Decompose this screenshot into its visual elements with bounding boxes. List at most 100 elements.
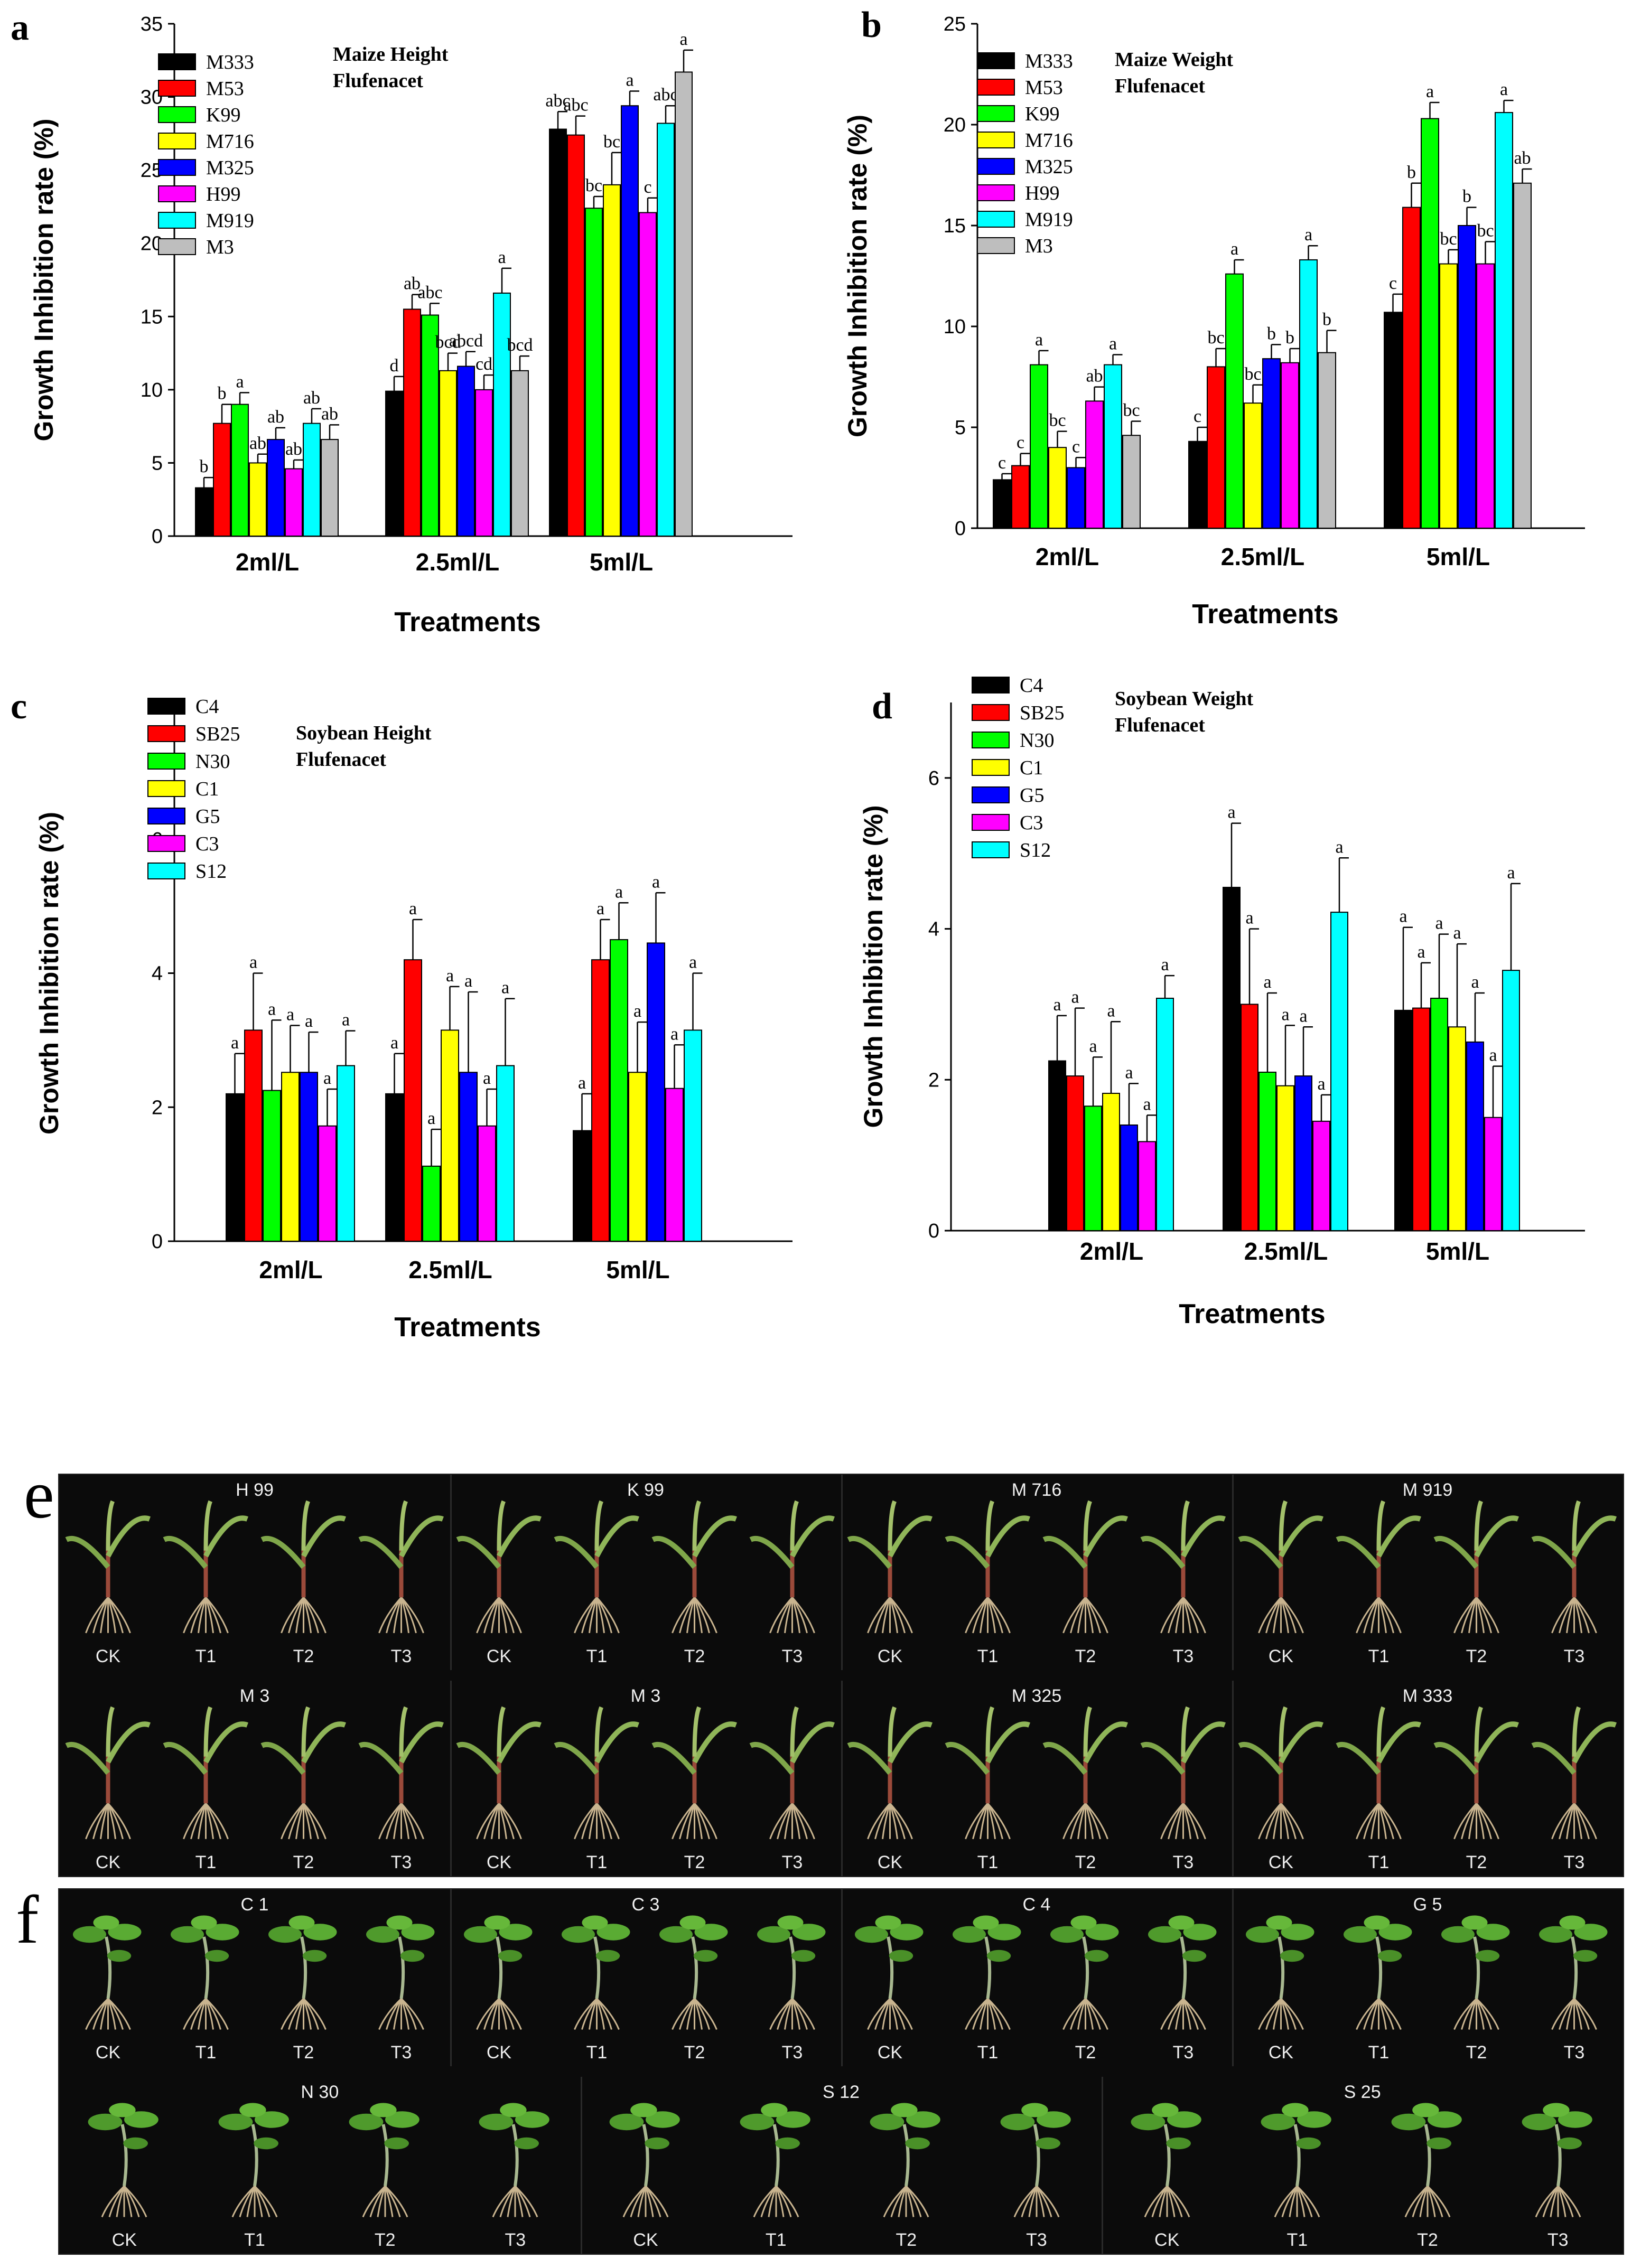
plant-specimen xyxy=(598,2101,693,2222)
plant-specimen xyxy=(551,1704,643,1844)
maize-seedling-icon xyxy=(554,1500,639,1634)
plant-specimen xyxy=(648,1704,741,1844)
soybean-seedling-icon xyxy=(1261,2103,1332,2218)
legend-swatch-M716 xyxy=(977,132,1015,148)
soybean-seedling-icon xyxy=(1539,1915,1608,2030)
soybean-seedling-icon xyxy=(366,1915,435,2030)
plant-specimen xyxy=(160,1498,252,1638)
plant-label: T3 xyxy=(390,1646,412,1666)
bar-N30-5ml/L xyxy=(610,939,628,1242)
significance-label: a xyxy=(498,248,506,267)
legend-swatch-K99 xyxy=(158,106,196,123)
significance-label: b xyxy=(1322,310,1331,330)
category-label: 2.5ml/L xyxy=(408,1256,492,1283)
plant-specimen xyxy=(453,1498,545,1638)
plant-label: T1 xyxy=(1286,2230,1308,2250)
photo-tile-title: M 3 xyxy=(630,1686,661,1706)
plant-specimen xyxy=(160,1704,252,1844)
bar-H99-2.5ml/L xyxy=(475,389,493,537)
legend-swatch-H99 xyxy=(158,185,196,202)
legend-swatch-C1 xyxy=(147,780,185,797)
significance-label: a xyxy=(1399,907,1407,926)
bar-S12-2ml/L xyxy=(1156,998,1174,1231)
legend-label-H99: H99 xyxy=(1025,182,1059,204)
significance-label: a xyxy=(1426,82,1434,101)
significance-label: b xyxy=(1267,324,1276,343)
bar-G5-2ml/L xyxy=(1120,1124,1138,1231)
significance-label: a xyxy=(670,1024,678,1044)
bar-M716-2.5ml/L xyxy=(1244,402,1262,529)
legend-swatch-G5 xyxy=(972,786,1010,803)
legend-label-M919: M919 xyxy=(206,210,254,232)
bar-M716-5ml/L xyxy=(1439,263,1458,529)
bar-C1-2ml/L xyxy=(281,1072,300,1242)
significance-label: abc xyxy=(653,85,678,105)
significance-label: b xyxy=(218,384,227,404)
bar-SB25-2.5ml/L xyxy=(1241,1004,1258,1232)
significance-label: a xyxy=(1263,972,1271,992)
significance-label: a xyxy=(409,899,417,919)
plant-label: T3 xyxy=(781,1646,803,1666)
plant-specimen xyxy=(338,2101,433,2222)
bar-H99-5ml/L xyxy=(639,212,657,537)
bar-M716-2ml/L xyxy=(249,462,267,537)
significance-label: bc xyxy=(585,176,602,195)
photo-tile-title: K 99 xyxy=(627,1480,664,1500)
bar-G5-5ml/L xyxy=(1466,1041,1484,1232)
bar-M716-2.5ml/L xyxy=(439,370,457,537)
soybean-seedling-icon xyxy=(1441,1915,1510,2030)
maize-seedling-icon xyxy=(1531,1500,1617,1634)
maize-seedling-icon xyxy=(945,1706,1030,1840)
significance-label: b xyxy=(1462,187,1471,207)
significance-label: c xyxy=(1072,437,1080,456)
photo-row: H 99 CK T1 T2 T3 K 99 CK T1 T2 T3 M 716 CK T1 T2 T3 M 9… xyxy=(59,1475,1623,1670)
soybean-seedling-icon xyxy=(609,2103,680,2218)
bar-M325-2ml/L xyxy=(1067,467,1085,529)
plant-label: T3 xyxy=(505,2230,526,2250)
photo-tile: C 4 CK T1 T2 T3 xyxy=(841,1889,1234,2066)
photo-row: C 1 CK T1 T2 T3 C 3 CK T1 T2 T3 C 4 CK T1 T2 T3 G 5 CK T1… xyxy=(59,1889,1623,2066)
plant-label: CK xyxy=(1154,2230,1180,2250)
plant-specimen xyxy=(1528,1704,1620,1844)
bar-M333-5ml/L xyxy=(1384,312,1402,529)
plant-specimen xyxy=(1250,2101,1345,2222)
legend-swatch-N30 xyxy=(147,753,185,770)
legend-swatch-S12 xyxy=(972,841,1010,858)
plant-specimen xyxy=(62,1704,154,1844)
plant-specimen xyxy=(844,1704,936,1844)
category-label: 2ml/L xyxy=(1036,543,1099,570)
plant-label: T1 xyxy=(195,1646,217,1666)
significance-label: a xyxy=(501,978,509,998)
significance-label: bc xyxy=(1207,328,1224,348)
legend-label-C1: C1 xyxy=(195,778,219,800)
soybean-seedling-icon xyxy=(73,1915,142,2030)
bar-M716-5ml/L xyxy=(603,184,621,537)
soybean-seedling-icon xyxy=(464,1915,533,2030)
chart-title-line: Flufenacet xyxy=(1115,714,1205,736)
plant-specimen xyxy=(1039,1913,1132,2035)
bar-C4-5ml/L xyxy=(573,1130,591,1242)
bar-M333-2.5ml/L xyxy=(1188,441,1207,529)
soybean-seedling-icon xyxy=(1131,2103,1201,2218)
significance-label: bc xyxy=(1244,364,1261,384)
legend-label-M325: M325 xyxy=(1025,156,1073,178)
category-label: 5ml/L xyxy=(1426,543,1490,570)
plant-specimen xyxy=(859,2101,954,2222)
significance-label: a xyxy=(323,1069,331,1088)
y-tick-label: 0 xyxy=(955,518,966,540)
significance-label: a xyxy=(305,1011,313,1031)
plant-specimen xyxy=(62,1498,154,1638)
soybean-seedling-icon xyxy=(1148,1915,1217,2030)
plant-label: T3 xyxy=(781,2042,803,2063)
plant-label: T3 xyxy=(1172,2042,1194,2063)
legend-swatch-M53 xyxy=(158,80,196,97)
plant-specimen xyxy=(1039,1498,1132,1638)
category-label: 2.5ml/L xyxy=(1244,1238,1328,1265)
legend-label-M53: M53 xyxy=(206,78,244,100)
plant-specimen xyxy=(989,2101,1084,2222)
bar-C4-2ml/L xyxy=(1048,1060,1066,1231)
plant-specimen xyxy=(551,1498,643,1638)
bar-N30-2ml/L xyxy=(1084,1105,1102,1231)
plant-label: CK xyxy=(95,1646,121,1666)
chart-title-line: Maize Height xyxy=(333,43,449,65)
